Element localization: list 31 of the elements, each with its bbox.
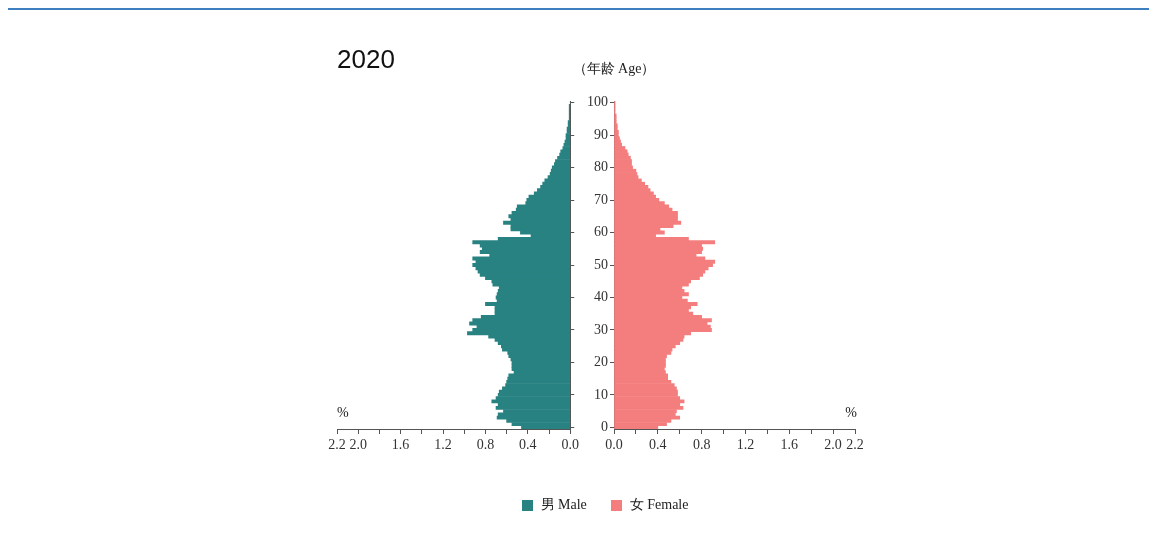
x-tick-label: 1.2 xyxy=(434,437,452,453)
chart-title: 2020 xyxy=(337,44,395,75)
x-tick-label: 0.0 xyxy=(561,437,579,453)
x-tick-label: 1.6 xyxy=(391,437,410,453)
legend-label: 男 Male xyxy=(540,496,587,514)
y-tick-label: 50 xyxy=(594,256,608,272)
y-tick-label: 90 xyxy=(594,126,608,142)
x-tick-label: 1.6 xyxy=(780,437,799,453)
x-tick-label: 2.0 xyxy=(824,437,842,453)
x-tick-label: 0.4 xyxy=(519,437,537,453)
y-tick-label: 70 xyxy=(594,191,608,207)
x-axis-title: % xyxy=(337,405,349,421)
x-axis-title: % xyxy=(845,405,857,421)
y-tick-label: 20 xyxy=(594,354,608,370)
y-axis-title: （年龄 Age） xyxy=(571,60,657,78)
y-tick-label: 60 xyxy=(594,224,608,240)
x-tick-label: 0.8 xyxy=(476,437,495,453)
y-tick-label: 30 xyxy=(594,321,608,337)
y-tick-label: 0 xyxy=(601,419,608,435)
y-tick-label: 10 xyxy=(594,386,608,402)
y-tick-label: 100 xyxy=(587,94,608,110)
x-tick-label: 0.4 xyxy=(649,437,667,453)
x-tick-label: 0.8 xyxy=(692,437,711,453)
x-tick-label: 2.0 xyxy=(349,437,367,453)
x-tick-label: 0.0 xyxy=(605,437,623,453)
x-tick-label: 1.2 xyxy=(736,437,755,453)
y-tick-label: 80 xyxy=(594,159,608,175)
x-tick-label: 2.2 xyxy=(328,437,346,453)
x-tick-label: 2.2 xyxy=(846,437,864,453)
legend-label: 女 Female xyxy=(629,496,689,514)
y-tick-label: 40 xyxy=(594,289,608,305)
